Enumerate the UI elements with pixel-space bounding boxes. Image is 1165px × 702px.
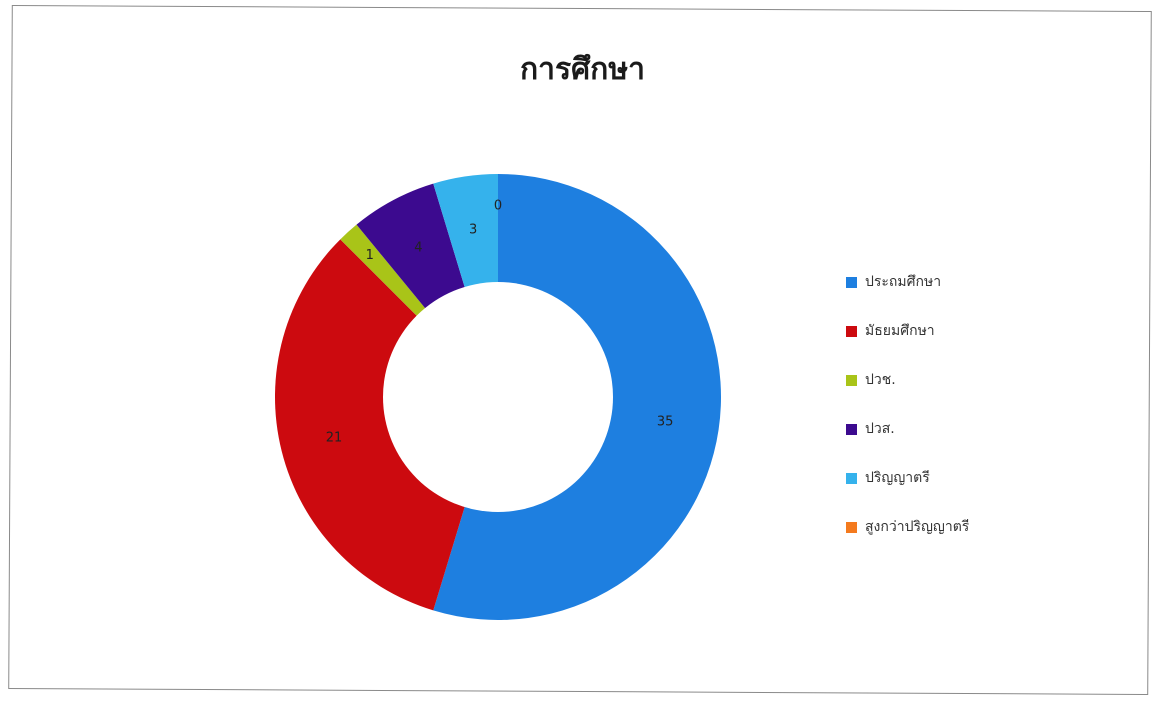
- legend-swatch: [846, 521, 857, 533]
- legend-item: มัธยมศึกษา: [846, 319, 969, 343]
- data-label-3: 1: [366, 248, 374, 263]
- data-label-5: 3: [469, 222, 477, 237]
- data-label-2: 21: [326, 431, 343, 446]
- legend-label: ประถมศึกษา: [865, 274, 942, 290]
- data-label-1: 35: [657, 414, 674, 429]
- legend-swatch: [846, 325, 857, 337]
- data-label-4: 4: [414, 240, 422, 255]
- legend-label: ปริญญาตรี: [865, 470, 930, 486]
- legend-item: สูงกว่าปริญญาตรี: [846, 515, 969, 539]
- legend-swatch: [846, 276, 857, 288]
- legend-label: มัธยมศึกษา: [865, 323, 935, 339]
- legend-swatch: [846, 374, 857, 386]
- legend-label: สูงกว่าปริญญาตรี: [865, 519, 970, 535]
- data-labels: 35 21 1 4 3 0: [326, 199, 674, 446]
- legend-item: ปวช.: [846, 368, 969, 392]
- legend-item: ปวส.: [846, 417, 969, 441]
- legend-swatch: [846, 423, 857, 435]
- legend-item: ประถมศึกษา: [846, 270, 969, 294]
- doughnut-hole: [383, 282, 613, 512]
- legend-swatch: [846, 472, 857, 484]
- chart-legend: ประถมศึกษามัธยมศึกษาปวช. ปวส. ปริญญาตรีสูง…: [846, 270, 969, 564]
- legend-item: ปริญญาตรี: [846, 466, 969, 490]
- legend-label: ปวส.: [865, 421, 895, 437]
- legend-label: ปวช.: [865, 372, 896, 388]
- data-label-6: 0: [494, 199, 502, 214]
- chart-title: การศึกษา: [520, 52, 645, 87]
